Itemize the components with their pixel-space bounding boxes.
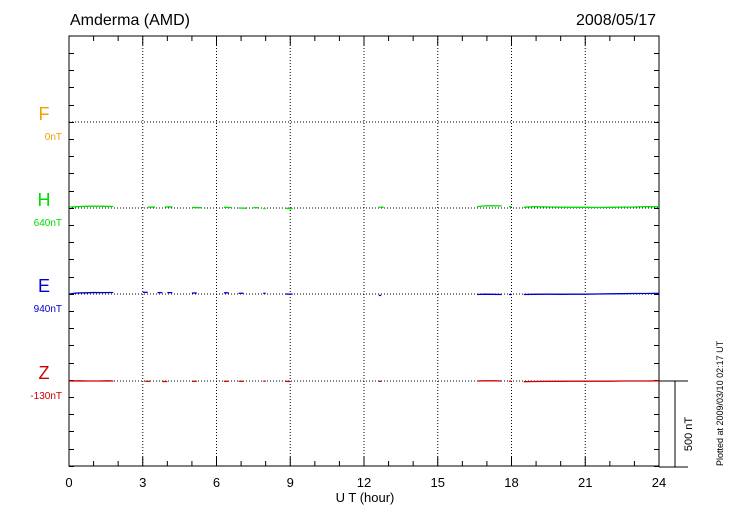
labels: 0 3 6 9 12 15 18 21 24 U T (hour) F 0nT H 640nT E 940nT… <box>30 104 666 505</box>
scale-bar: 500 nT <box>659 380 695 468</box>
x-tick-label: 6 <box>213 475 220 490</box>
plot-frame <box>68 35 660 467</box>
series-baseline-h: 640nT <box>34 218 62 229</box>
series-baseline-e: 940nT <box>34 304 62 315</box>
date-title: 2008/05/17 <box>576 12 657 29</box>
x-axis-label: U T (hour) <box>336 490 395 505</box>
x-tick-label: 21 <box>578 475 592 490</box>
plotted-timestamp: Plotted at 2009/03/10 02:17 UT <box>715 340 725 466</box>
series-name-h: H <box>38 190 51 210</box>
series-name-f: F <box>39 104 50 124</box>
ticks <box>68 36 660 467</box>
x-tick-label: 15 <box>431 475 445 490</box>
trace-z <box>523 380 660 383</box>
series-baseline-z: -130nT <box>30 391 62 402</box>
trace-h <box>477 205 502 208</box>
x-tick-label: 12 <box>357 475 371 490</box>
series-name-z: Z <box>39 363 50 383</box>
traces <box>68 205 660 383</box>
trace-h <box>68 205 114 208</box>
trace-h <box>523 205 660 209</box>
x-tick-label: 9 <box>287 475 294 490</box>
x-tick-label: 18 <box>504 475 518 490</box>
x-tick-label: 24 <box>652 475 666 490</box>
trace-e <box>523 292 660 296</box>
series-name-e: E <box>38 276 50 296</box>
series-baseline-f: 0nT <box>45 132 62 143</box>
grid <box>69 36 659 466</box>
scale-bar-label: 500 nT <box>683 417 695 452</box>
x-tick-label: 3 <box>139 475 146 490</box>
trace-e <box>68 291 114 295</box>
x-tick-label: 0 <box>65 475 72 490</box>
trace-h <box>285 207 293 210</box>
station-title: Amderma (AMD) <box>70 12 191 29</box>
